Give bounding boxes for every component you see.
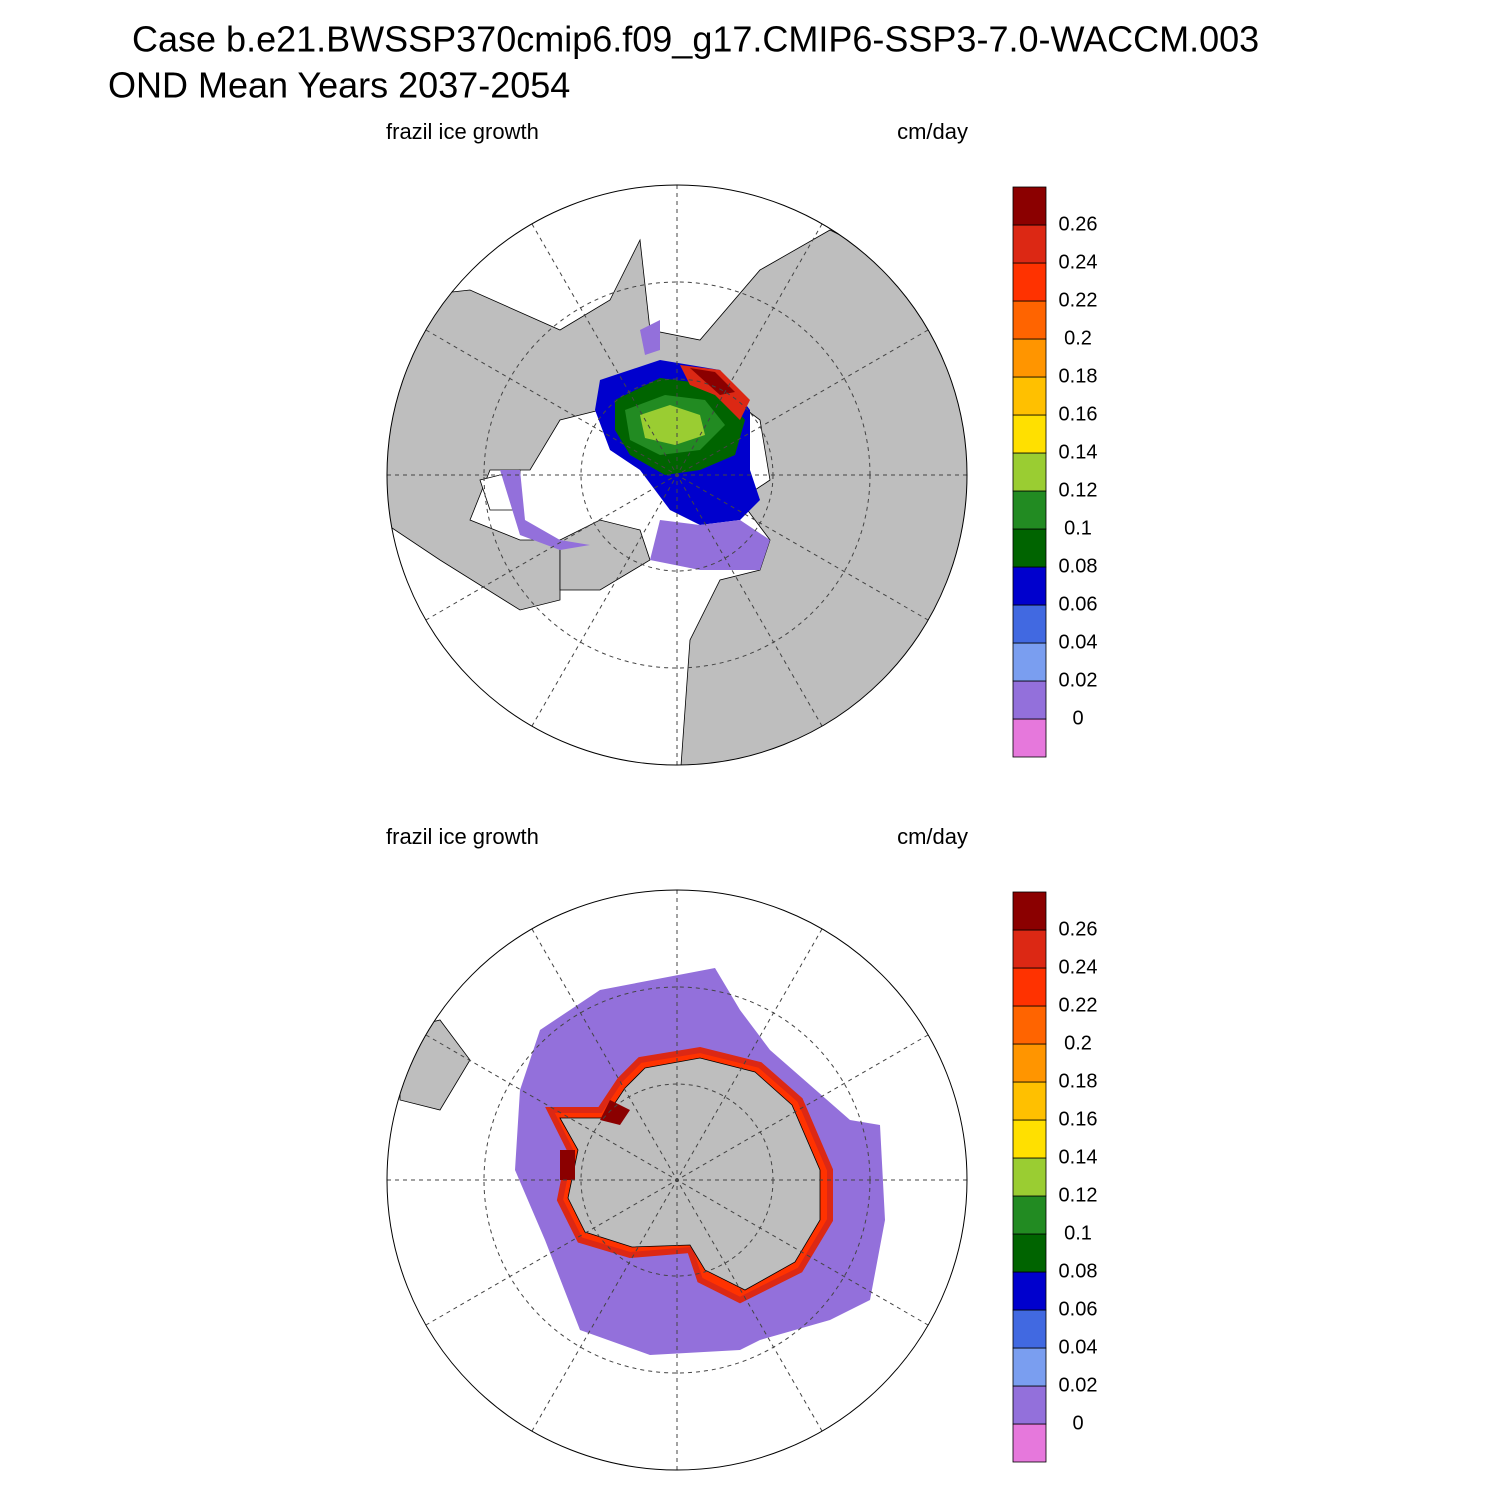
colorbar-box xyxy=(1012,1119,1047,1159)
colorbar-label: 0.18 xyxy=(1059,1070,1098,1092)
colorbar-box xyxy=(1012,338,1047,378)
colorbar-box xyxy=(1012,1195,1047,1235)
colorbar-label: 0.12 xyxy=(1059,479,1098,501)
colorbar-box xyxy=(1012,1385,1047,1425)
colorbar-label: 0.04 xyxy=(1059,631,1098,653)
colorbar-label: 0 xyxy=(1072,707,1083,729)
colorbar-box xyxy=(1012,1005,1047,1045)
subtitle: OND Mean Years 2037-2054 xyxy=(108,65,570,106)
colorbar-label: 0.08 xyxy=(1059,1260,1098,1282)
colorbar-box xyxy=(1012,891,1047,931)
colorbar-box xyxy=(1012,929,1047,969)
panel-label: frazil ice growth xyxy=(386,824,539,849)
colorbar-box xyxy=(1012,680,1047,720)
colorbar-label: 0.16 xyxy=(1059,403,1098,425)
colorbar-box xyxy=(1012,1081,1047,1121)
colorbar-box xyxy=(1012,186,1047,226)
colorbar-box xyxy=(1012,1157,1047,1197)
colorbar-label: 0.14 xyxy=(1059,1146,1098,1168)
colorbar-label: 0.26 xyxy=(1059,213,1098,235)
colorbar-box xyxy=(1012,967,1047,1007)
map-border xyxy=(386,889,968,1471)
colorbar-label: 0.14 xyxy=(1059,441,1098,463)
north-map xyxy=(387,185,967,765)
colorbar-label: 0 xyxy=(1072,1412,1083,1434)
units-label: cm/day xyxy=(897,119,968,144)
colorbar-label: 0.08 xyxy=(1059,555,1098,577)
south-map xyxy=(387,890,967,1470)
colorbar-label: 0.02 xyxy=(1059,1374,1098,1396)
colorbar-label: 0.04 xyxy=(1059,1336,1098,1358)
colorbar-box xyxy=(1012,528,1047,568)
colorbar-label: 0.2 xyxy=(1064,327,1092,349)
colorbar-label: 0.18 xyxy=(1059,365,1098,387)
panel-label: frazil ice growth xyxy=(386,119,539,144)
map-border xyxy=(386,184,968,766)
colorbar-box xyxy=(1012,376,1047,416)
colorbar-box xyxy=(1012,718,1047,758)
colorbar-box xyxy=(1012,300,1047,340)
colorbar-label: 0.1 xyxy=(1064,517,1092,539)
colorbar-label: 0.12 xyxy=(1059,1184,1098,1206)
colorbar-label: 0.22 xyxy=(1059,289,1098,311)
title: Case b.e21.BWSSP370cmip6.f09_g17.CMIP6-S… xyxy=(132,19,1259,60)
colorbar-label: 0.26 xyxy=(1059,918,1098,940)
colorbar-box xyxy=(1012,604,1047,644)
colorbar-label: 0.06 xyxy=(1059,1298,1098,1320)
colorbar-box xyxy=(1012,1233,1047,1273)
colorbar-label: 0.24 xyxy=(1059,251,1098,273)
colorbar-box xyxy=(1012,642,1047,682)
colorbar-box xyxy=(1012,224,1047,264)
colorbar-box xyxy=(1012,1423,1047,1463)
colorbar-box xyxy=(1012,1309,1047,1349)
colorbar-box xyxy=(1012,1271,1047,1311)
colorbar-label: 0.16 xyxy=(1059,1108,1098,1130)
colorbar-label: 0.24 xyxy=(1059,956,1098,978)
colorbar-box xyxy=(1012,566,1047,606)
colorbar-label: 0.02 xyxy=(1059,669,1098,691)
colorbar-box xyxy=(1012,490,1047,530)
colorbar-label: 0.22 xyxy=(1059,994,1098,1016)
colorbar-box xyxy=(1012,1347,1047,1387)
colorbar-box xyxy=(1012,262,1047,302)
units-label: cm/day xyxy=(897,824,968,849)
colorbar-box xyxy=(1012,1043,1047,1083)
colorbar-label: 0.06 xyxy=(1059,593,1098,615)
colorbar-box xyxy=(1012,452,1047,492)
colorbar-label: 0.1 xyxy=(1064,1222,1092,1244)
colorbar-label: 0.2 xyxy=(1064,1032,1092,1054)
colorbar-box xyxy=(1012,414,1047,454)
